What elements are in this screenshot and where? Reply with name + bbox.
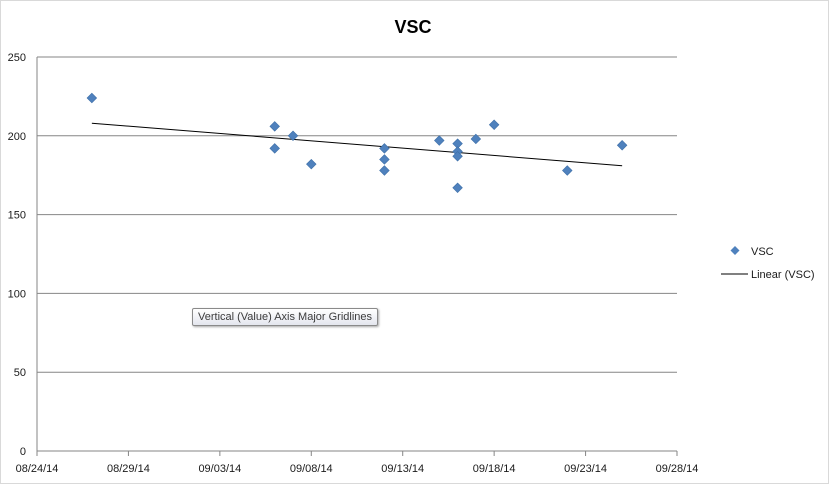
y-tick-label: 250 [8, 52, 26, 64]
data-point [287, 130, 299, 142]
data-point [379, 143, 390, 154]
data-point [562, 165, 573, 176]
y-tick-label: 100 [8, 288, 26, 300]
trendline-layer [91, 122, 623, 167]
data-point [616, 140, 628, 151]
data-point [470, 133, 482, 145]
y-tick-label: 150 [8, 210, 26, 222]
data-point [488, 119, 500, 130]
data-point [452, 182, 463, 194]
x-tick-label: 09/13/14 [381, 463, 424, 475]
data-point [379, 154, 390, 165]
x-tick-label: 09/08/14 [290, 463, 333, 475]
data-point [86, 92, 98, 104]
plot-area[interactable]: 08/24/14 08/29/14 09/03/14 09/08/14 09/13/14… [8, 52, 699, 475]
data-point [434, 135, 445, 146]
chart-tooltip: Vertical (Value) Axis Major Gridlines [192, 308, 379, 326]
x-tick-label: 09/28/14 [656, 463, 699, 475]
trendline-linear-vsc [91, 122, 623, 167]
x-tick-label: 09/23/14 [564, 463, 607, 475]
chart-title[interactable]: VSC [394, 17, 431, 37]
data-point [269, 143, 280, 154]
legend[interactable]: VSC Linear (VSC) [721, 246, 815, 281]
x-axis[interactable]: 08/24/14 08/29/14 09/03/14 09/08/14 09/13/14… [16, 57, 699, 475]
y-tick-label: 0 [20, 446, 26, 458]
data-point [269, 121, 280, 132]
y-major-gridlines[interactable] [37, 56, 677, 373]
y-tick-label: 200 [8, 131, 26, 143]
series-vsc [86, 92, 628, 194]
x-tick-label: 09/03/14 [198, 463, 241, 475]
x-tick-label: 08/24/14 [16, 463, 59, 475]
x-tick-label: 08/29/14 [107, 463, 150, 475]
data-point [306, 158, 317, 170]
y-axis[interactable]: 0 50 100 150 200 250 [8, 52, 26, 458]
legend-marker-vsc [730, 246, 740, 255]
legend-label-trendline: Linear (VSC) [751, 269, 815, 281]
y-tick-label: 50 [14, 367, 26, 379]
data-point [452, 151, 463, 162]
data-point [379, 165, 390, 176]
legend-label-vsc: VSC [751, 246, 774, 258]
x-tick-label: 09/18/14 [473, 463, 516, 475]
